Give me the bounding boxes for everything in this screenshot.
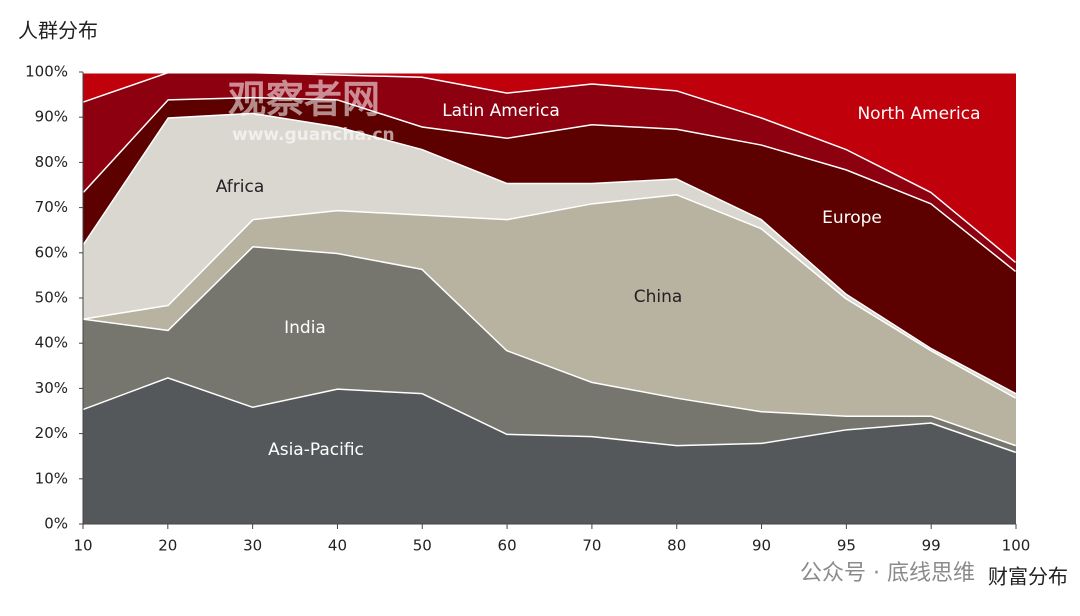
area-edge [82, 375, 1017, 454]
x-tick-label: 50 [413, 537, 432, 555]
x-tick-label: 80 [667, 537, 686, 555]
series-label: India [284, 318, 326, 338]
y-tick-label: 20% [35, 424, 68, 442]
y-tick-label: 70% [35, 198, 68, 216]
y-tick-label: 80% [35, 153, 68, 171]
y-tick-label: 90% [35, 108, 68, 126]
x-tick-label: 60 [498, 537, 517, 555]
area [83, 246, 1016, 452]
x-tick-label: 95 [837, 537, 856, 555]
series-label: North America [857, 104, 980, 124]
area [83, 377, 1016, 524]
y-axis-label: 人群分布 [18, 19, 98, 43]
area [83, 112, 1016, 398]
y-tick-label: 100% [25, 63, 68, 81]
x-tick-label: 30 [243, 537, 262, 555]
watermark: 公众号 · 底线思维 [800, 561, 975, 586]
y-tick-label: 0% [44, 515, 68, 533]
x-tick-label: 10 [73, 537, 92, 555]
area [83, 72, 1016, 262]
x-tick-label: 20 [158, 537, 177, 555]
watermark: 观察者网 [228, 78, 380, 122]
series-label: China [634, 287, 683, 307]
series-label: Asia-Pacific [268, 440, 364, 460]
series-label: Africa [216, 177, 265, 197]
watermark: www.guancha.cn [232, 125, 395, 145]
y-tick-label: 10% [35, 469, 68, 487]
area [83, 96, 1016, 393]
series-label: Latin America [442, 101, 560, 121]
area [83, 194, 1016, 445]
area [83, 72, 1016, 271]
y-tick-label: 60% [35, 243, 68, 261]
x-tick-label: 90 [752, 537, 771, 555]
x-tick-label: 100 [1002, 537, 1031, 555]
y-tick-label: 30% [35, 379, 68, 397]
x-axis-label: 财富分布 [988, 565, 1068, 589]
series-label: Europe [822, 208, 882, 228]
x-tick-label: 99 [922, 537, 941, 555]
x-tick-label: 70 [582, 537, 601, 555]
y-tick-label: 50% [35, 289, 68, 307]
y-tick-label: 40% [35, 334, 68, 352]
x-tick-label: 40 [328, 537, 347, 555]
